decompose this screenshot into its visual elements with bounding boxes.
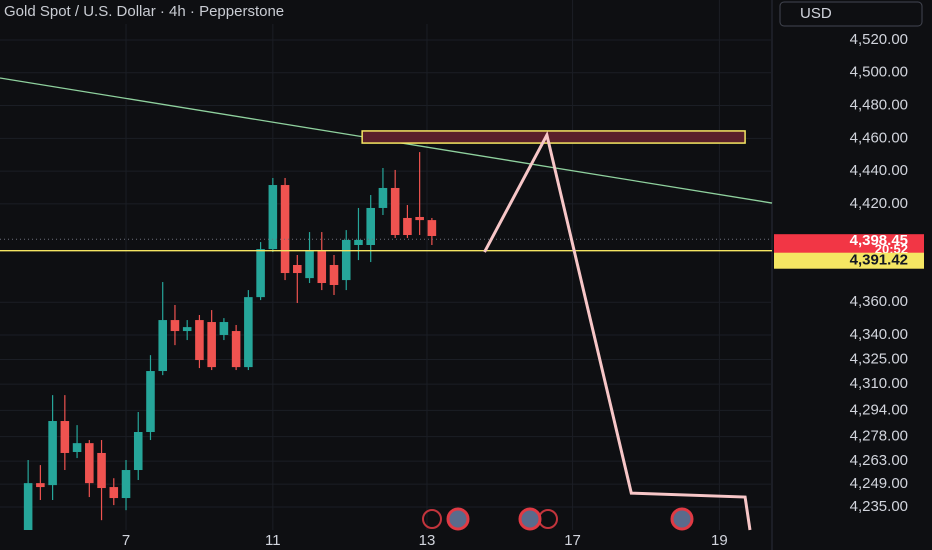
current-price-label: 4,398.45 — [850, 232, 908, 249]
y-tick-label: 4,500.00 — [850, 64, 908, 81]
projection-path — [483, 130, 752, 531]
candle-body — [109, 487, 119, 499]
current-price-tag — [774, 234, 924, 257]
candle-body — [48, 421, 57, 486]
candle-body — [403, 217, 412, 236]
candle-body — [390, 187, 400, 236]
candle-body — [244, 297, 253, 368]
candle-body — [36, 483, 45, 488]
candle-body — [341, 239, 351, 281]
candle-body — [280, 185, 290, 274]
event-icon[interactable] — [446, 507, 470, 531]
candle-body — [231, 331, 241, 368]
y-tick-label: 4,460.00 — [850, 129, 908, 146]
candle-body — [305, 250, 314, 279]
y-tick-label: 4,325.00 — [850, 351, 908, 368]
candle-body — [427, 220, 437, 236]
currency-button[interactable] — [779, 1, 923, 27]
y-tick-label: 4,520.00 — [850, 31, 908, 48]
candle-body — [121, 470, 131, 499]
candle-body — [317, 250, 327, 284]
chart-title: Gold Spot / U.S. Dollar · 4h · Peppersto… — [4, 3, 284, 20]
y-tick-label: 4,310.00 — [850, 375, 908, 392]
candle-body — [182, 327, 192, 332]
candle-body — [268, 185, 278, 250]
x-tick-label: 13 — [419, 532, 436, 549]
plot — [0, 77, 773, 531]
y-tick-label: 4,420.00 — [850, 195, 908, 212]
x-tick-label: 17 — [564, 532, 581, 549]
candle-body — [146, 371, 155, 432]
level-label: 4,391.42 — [850, 252, 908, 269]
y-tick-label: 4,480.00 — [850, 97, 908, 114]
event-icon[interactable] — [518, 507, 542, 531]
grid — [0, 0, 772, 530]
y-tick-label: 4,249.00 — [850, 475, 908, 492]
candle-body — [158, 320, 168, 372]
candle-body — [207, 322, 216, 368]
candle-body — [23, 483, 33, 530]
event-icon[interactable] — [422, 509, 442, 529]
level-tag — [774, 252, 924, 269]
y-tick-label: 4,360.00 — [850, 293, 908, 310]
candle-body — [170, 320, 180, 332]
y-tick-label: 4,235.00 — [850, 498, 908, 515]
candle-body — [378, 187, 388, 208]
y-tick-label: 4,278.00 — [850, 428, 908, 445]
title-backdrop — [0, 0, 560, 24]
supply-zone — [361, 130, 746, 144]
y-tick-label: 4,440.00 — [850, 162, 908, 179]
candle-body — [219, 322, 229, 335]
currency[interactable]: USD — [800, 5, 832, 22]
event-icon[interactable] — [670, 507, 694, 531]
candle-body — [97, 452, 106, 489]
x-tick-label: 7 — [122, 532, 130, 549]
y-tick-label: 4,263.00 — [850, 452, 908, 469]
candle-body — [293, 265, 302, 274]
y-tick-label: 4,340.00 — [850, 326, 908, 343]
candle-body — [415, 216, 424, 221]
x-tick-label: 19 — [711, 532, 728, 549]
candle-body — [85, 443, 94, 484]
candle-body — [329, 265, 339, 285]
candle-body — [195, 320, 204, 361]
candle-body — [60, 421, 70, 453]
candle-body — [133, 431, 143, 471]
candle-body — [354, 239, 363, 246]
price-axis: 4,520.00 4,500.00 4,480.00 4,460.00 4,440.00… — [122, 31, 924, 549]
event-icons — [422, 507, 694, 531]
y-tick-label: 4,294.00 — [850, 401, 908, 418]
candle-body — [72, 443, 82, 452]
candle-body — [366, 207, 375, 246]
candle-body — [256, 249, 265, 298]
x-tick-label: 11 — [265, 532, 281, 549]
